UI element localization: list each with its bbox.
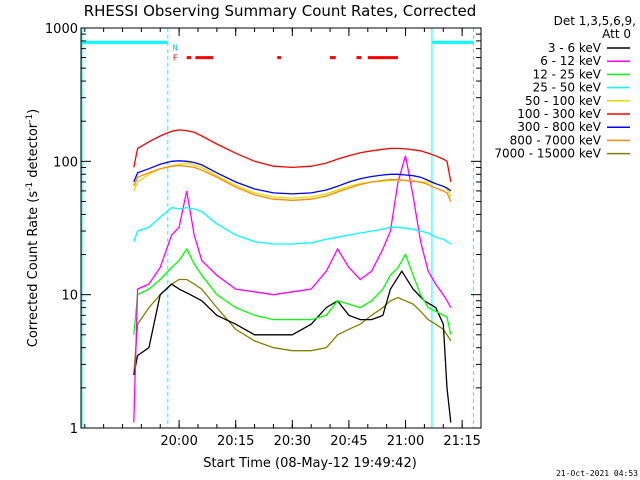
x-tick-label-4: 21:00	[387, 434, 424, 449]
timestamp: 21-Oct-2021 04:53	[556, 469, 638, 478]
y-tick-label-3: 1000	[45, 22, 78, 37]
y-label-main: Corrected Count Rate (s	[26, 191, 41, 348]
x-tick-label-1: 20:15	[217, 434, 254, 449]
x-tick-label-2: 20:30	[274, 434, 311, 449]
legend-label-4: 50 - 100 keV	[525, 94, 602, 108]
legend-header-1: Det 1,3,5,6,9,	[554, 14, 636, 28]
y-label-sup2: -1	[25, 114, 35, 123]
series-line-0	[133, 269, 452, 423]
y-label-mid: detector	[26, 122, 41, 182]
legend-header-2: Att 0	[602, 27, 631, 41]
y-axis: 1 10 100 1000	[45, 22, 481, 437]
series-line-6	[133, 160, 452, 195]
x-axis: 20:00 20:15 20:30 20:45 21:00 21:15	[84, 28, 481, 449]
flare-flag-label: F	[173, 54, 178, 63]
legend-label-5: 100 - 300 keV	[517, 107, 601, 121]
y-axis-label: Corrected Count Rate (s-1 detector-1)	[25, 109, 41, 347]
legend-label-1: 6 - 12 keV	[540, 54, 602, 68]
legend-label-8: 7000 - 15000 keV	[494, 147, 601, 161]
legend-label-2: 12 - 25 keV	[533, 67, 602, 81]
chart-title: RHESSI Observing Summary Count Rates, Co…	[84, 2, 477, 20]
series-line-1	[133, 155, 452, 423]
x-tick-label-5: 21:15	[443, 434, 480, 449]
series-line-2	[133, 247, 452, 335]
plot-frame	[80, 27, 482, 429]
series-line-5	[133, 129, 452, 183]
series-line-7	[133, 164, 452, 202]
series-line-8	[133, 278, 452, 375]
legend-label-7: 800 - 7000 keV	[510, 133, 602, 147]
plot-area: NF	[81, 28, 474, 428]
y-label-sup1: -1	[25, 182, 35, 191]
legend-label-6: 300 - 800 keV	[517, 120, 601, 134]
x-tick-label-0: 20:00	[160, 434, 197, 449]
y-tick-label-0: 1	[70, 422, 78, 437]
x-tick-label-3: 20:45	[330, 434, 367, 449]
legend-label-3: 25 - 50 keV	[533, 81, 602, 95]
series-line-3	[133, 206, 452, 245]
legend-label-0: 3 - 6 keV	[548, 41, 602, 55]
night-flag-label: N	[173, 43, 178, 52]
y-tick-label-1: 10	[61, 289, 78, 304]
y-tick-label-2: 100	[53, 155, 78, 170]
x-axis-label: Start Time (08-May-12 19:49:42)	[203, 456, 417, 471]
y-label-end: )	[26, 109, 41, 114]
